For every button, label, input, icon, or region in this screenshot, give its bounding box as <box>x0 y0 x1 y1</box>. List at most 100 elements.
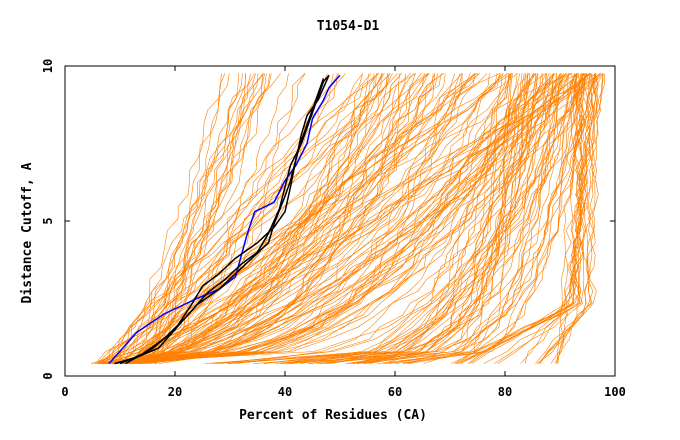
model-line <box>281 73 539 364</box>
model-line <box>320 73 564 364</box>
model-line <box>116 73 562 364</box>
model-line <box>125 73 444 364</box>
model-line <box>128 73 428 364</box>
model-line <box>138 73 416 364</box>
model-line <box>101 73 498 364</box>
model-line <box>350 73 526 364</box>
model-line <box>143 73 382 364</box>
model-line <box>154 73 338 364</box>
model-line <box>236 73 526 364</box>
model-line <box>204 73 583 364</box>
model-line <box>382 73 535 364</box>
model-line <box>123 73 488 364</box>
model-line <box>353 73 538 364</box>
x-tick-label: 20 <box>168 385 182 399</box>
x-tick-label: 60 <box>388 385 402 399</box>
model-line <box>450 73 584 364</box>
model-line <box>289 73 604 364</box>
model-line <box>120 73 306 364</box>
model-line <box>120 73 547 364</box>
model-line <box>109 73 463 364</box>
model-line <box>98 73 226 364</box>
model-line <box>377 73 591 364</box>
y-tick-label: 10 <box>41 59 55 73</box>
model-line <box>117 73 556 364</box>
model-line <box>279 73 588 364</box>
model-line <box>228 73 535 364</box>
model-line <box>126 73 412 364</box>
model-line <box>320 73 554 364</box>
model-line <box>133 73 500 364</box>
model-line <box>309 73 561 364</box>
model-line <box>129 73 490 364</box>
model-line <box>219 73 551 364</box>
model-line <box>467 73 585 364</box>
model-line <box>140 73 406 364</box>
model-line <box>103 73 476 364</box>
chart-title: T1054-D1 <box>317 19 380 34</box>
model-line <box>141 73 509 364</box>
model-line <box>275 73 518 364</box>
model-line <box>102 73 531 364</box>
axis-ticks: 0 20 40 60 80 100 0 5 10 <box>41 59 626 399</box>
model-line <box>114 73 509 364</box>
model-lines <box>91 73 605 364</box>
model-line <box>132 73 456 364</box>
model-line <box>326 73 561 364</box>
model-line <box>102 73 398 364</box>
model-line <box>121 73 384 364</box>
model-line <box>97 73 425 364</box>
model-line <box>539 73 602 364</box>
model-line <box>129 73 554 364</box>
model-line <box>263 73 557 364</box>
model-line <box>407 73 538 364</box>
highlight-line-3 <box>119 74 330 365</box>
model-line <box>108 73 554 364</box>
model-line <box>111 73 430 364</box>
model-line <box>311 73 512 364</box>
model-line <box>133 73 402 364</box>
model-line <box>128 73 546 364</box>
model-line <box>423 73 513 364</box>
model-line <box>395 73 578 364</box>
model-line <box>300 73 510 364</box>
model-line <box>389 73 564 364</box>
model-line <box>121 73 461 364</box>
model-line <box>535 73 592 364</box>
model-line <box>137 73 429 364</box>
model-line <box>106 73 442 364</box>
model-line <box>118 73 363 364</box>
model-line <box>131 73 267 364</box>
model-line <box>115 73 549 364</box>
model-line <box>99 73 422 364</box>
model-line <box>471 73 585 364</box>
model-line <box>131 73 252 364</box>
model-line <box>105 73 438 364</box>
model-line <box>113 73 378 364</box>
model-line <box>153 73 222 364</box>
model-line <box>108 73 328 364</box>
model-line <box>97 73 429 364</box>
model-line <box>556 73 584 364</box>
model-line <box>138 73 289 364</box>
model-line <box>137 73 481 364</box>
x-tick-label: 100 <box>604 385 626 399</box>
model-line <box>352 73 586 364</box>
model-line <box>328 73 578 364</box>
model-line <box>115 73 400 364</box>
model-line <box>111 73 246 364</box>
y-axis-label: Distance Cutoff, A <box>20 162 35 303</box>
model-line <box>132 73 256 364</box>
model-line <box>148 73 501 364</box>
model-line <box>142 73 503 364</box>
model-line <box>483 73 583 364</box>
model-line <box>127 73 597 364</box>
model-line <box>107 73 436 364</box>
model-line <box>112 73 567 364</box>
highlight-line-1 <box>108 74 341 365</box>
model-line <box>132 73 259 364</box>
x-axis-label: Percent of Residues (CA) <box>239 408 427 423</box>
y-tick-label: 0 <box>41 372 55 379</box>
model-line <box>226 73 528 364</box>
